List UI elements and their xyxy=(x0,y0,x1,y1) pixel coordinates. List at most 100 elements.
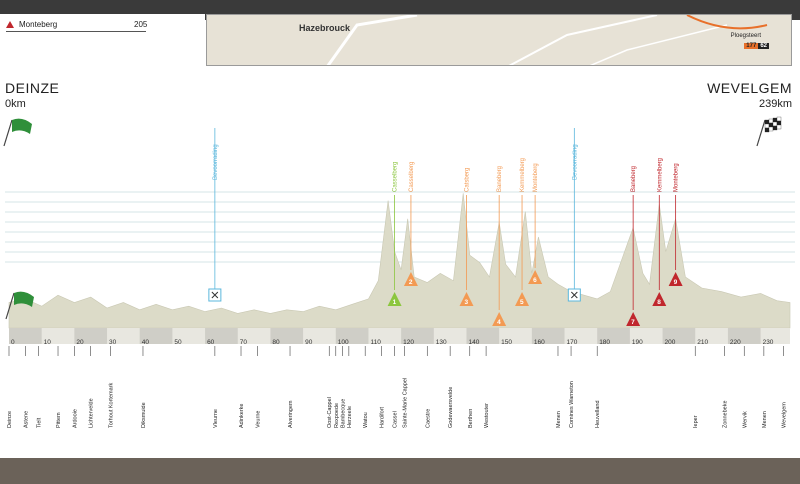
climb-name: Catsberg xyxy=(464,168,470,192)
map-place-label: Ploegsteert xyxy=(730,33,761,39)
km-tick-label: 20 xyxy=(76,339,84,346)
place-label: Alveringem xyxy=(288,400,294,428)
km-axis-stripe xyxy=(205,328,238,344)
place-label: Caestre xyxy=(425,409,431,428)
km-tick-label: 200 xyxy=(665,339,676,346)
km-axis-stripe xyxy=(727,328,761,344)
checker-square xyxy=(768,122,774,128)
finish-town: WEVELGEM xyxy=(707,80,792,96)
climb-marker-icon xyxy=(387,292,402,306)
km-tick-label: 230 xyxy=(763,339,774,346)
place-label: Westouter xyxy=(484,403,490,428)
km-tick-label: 70 xyxy=(240,339,248,346)
finish-flag-icon xyxy=(764,116,782,133)
place-label: Lichtervelde xyxy=(89,398,95,428)
bottom-band xyxy=(0,458,800,484)
climb-marker-icon xyxy=(492,312,507,326)
place-label: Tielt xyxy=(36,417,42,428)
place-label: Diksmuide xyxy=(141,402,147,428)
start-flag-icon-pole xyxy=(3,119,13,147)
checker-square xyxy=(772,125,778,131)
km-tick-label: 150 xyxy=(501,339,512,346)
place-label: Zonnebeke xyxy=(723,400,729,428)
climb-name: Monteberg xyxy=(674,163,680,192)
km-axis-stripe xyxy=(335,328,369,344)
climb-marker-icon xyxy=(515,292,530,306)
km-axis-stripe xyxy=(9,328,42,344)
map-km-b: 62 xyxy=(758,43,769,49)
place-label: Pittem xyxy=(56,412,62,428)
km-tick-label: 50 xyxy=(174,339,182,346)
place-label: Sainte-Marie Cappel xyxy=(402,378,408,428)
km-tick-label: 90 xyxy=(305,339,313,346)
km-tick-label: 190 xyxy=(632,339,643,346)
climb-marker-icon xyxy=(403,272,418,286)
climb-number: 8 xyxy=(657,299,661,306)
place-label: Wevelgem xyxy=(781,402,787,428)
km-axis-stripe xyxy=(139,328,173,344)
checker-square xyxy=(776,124,782,130)
climb-marker-icon xyxy=(528,270,543,284)
place-label: Menen xyxy=(556,411,562,428)
place-label: Herzeele xyxy=(347,406,353,428)
map-place-km: 177 62 xyxy=(744,43,769,49)
route-map: Hazebrouck Ploegsteert 177 62 xyxy=(206,14,792,66)
place-label: Ardooie xyxy=(72,409,78,428)
place-label: Veurne xyxy=(255,411,261,428)
km-axis-stripe xyxy=(466,328,500,344)
place-label: Astene xyxy=(23,411,29,428)
climb-marker-icon xyxy=(668,272,683,286)
map-town-label: Hazebrouck xyxy=(299,23,351,33)
climb-symbol-icon xyxy=(6,21,14,28)
place-label: Wervik xyxy=(742,411,748,428)
place-label: Oost-Cappel xyxy=(327,397,333,428)
km-tick-label: 40 xyxy=(142,339,150,346)
map-km-a: 177 xyxy=(744,43,759,49)
place-label: Bambecque xyxy=(340,399,346,428)
place-label: Menen xyxy=(762,411,768,428)
km-tick-label: 80 xyxy=(272,339,280,346)
km-axis-stripe xyxy=(662,328,696,344)
km-tick-label: 60 xyxy=(207,339,215,346)
finish-km: 239km xyxy=(758,98,792,110)
place-label: Berthen xyxy=(468,409,474,428)
km-axis-stripe xyxy=(401,328,434,344)
climb-name: Kemmelberg xyxy=(520,158,526,192)
legend-climb-km: 205 xyxy=(134,20,148,29)
elevation-profile xyxy=(8,193,791,329)
checker-square xyxy=(764,123,770,129)
place-label: Rexpoede xyxy=(334,403,340,428)
finish-flag-icon-pole xyxy=(756,119,766,147)
checker-square xyxy=(772,121,778,127)
climb-name: Baneberg xyxy=(631,166,637,192)
feed-zone-label: Bevoorrading xyxy=(213,144,219,180)
km-tick-label: 170 xyxy=(567,339,578,346)
km-tick-label: 130 xyxy=(436,339,447,346)
legend-row: Monteberg 205 xyxy=(6,20,148,29)
km-tick-label: 100 xyxy=(338,339,349,346)
place-label: Adinkerke xyxy=(239,404,245,428)
feed-zone-cross-icon xyxy=(211,291,219,299)
climb-number: 5 xyxy=(520,299,524,306)
climb-name: Baneberg xyxy=(497,166,503,192)
climb-number: 4 xyxy=(497,319,501,326)
start-flag-small-icon xyxy=(14,291,34,307)
km-axis-stripe xyxy=(531,328,565,344)
checker-square xyxy=(768,126,774,132)
km-tick-label: 220 xyxy=(730,339,741,346)
feed-zone-label: Bevoorrading xyxy=(572,144,578,180)
climb-name: Kemmelberg xyxy=(657,158,663,192)
place-label: Godewaersvelde xyxy=(448,387,454,428)
climb-number: 7 xyxy=(631,319,635,326)
km-axis-stripe xyxy=(74,328,108,344)
feed-zone-cross-icon xyxy=(570,291,578,299)
start-flag-icon xyxy=(12,118,32,134)
km-tick-label: 120 xyxy=(403,339,414,346)
place-label: Watou xyxy=(363,412,369,428)
km-axis-stripe xyxy=(270,328,304,344)
start-flag-small-icon-pole xyxy=(5,292,15,320)
km-tick-label: 30 xyxy=(109,339,117,346)
place-label: Heuvelland xyxy=(595,400,601,428)
flag-cloth xyxy=(12,118,32,134)
